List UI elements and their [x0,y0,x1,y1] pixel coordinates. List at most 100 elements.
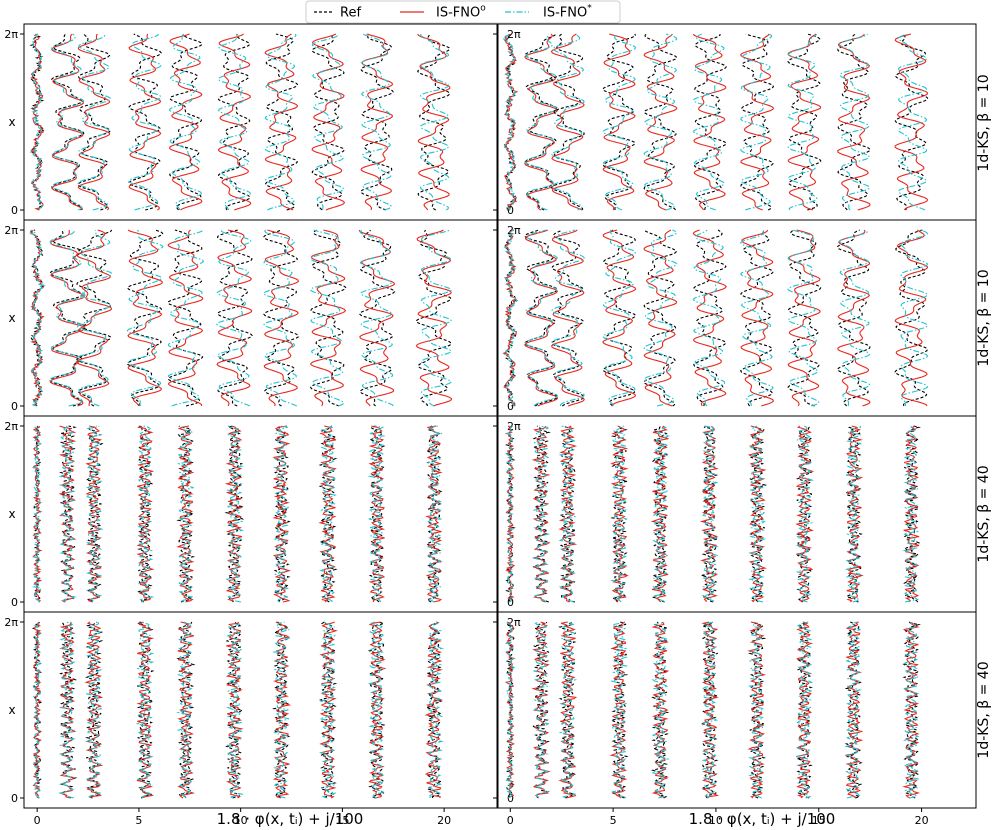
profile-line-is-fno-star [692,33,725,211]
profile-line-ref [747,621,767,799]
row-label-4: 1d-KS, β = 40 [976,661,992,758]
profile-line-is-fno-star [505,425,515,603]
legend-label-ref: Ref [340,6,361,21]
y-tick-label: 2π [4,224,18,237]
profile-line-ref [693,33,727,211]
profile-line-is-fno-o [167,229,204,407]
profile-line-is-fno-o [51,33,85,211]
panel-frame [23,611,499,809]
profile-line-is-fno-star [524,229,559,407]
y-tick-label: 0 [11,400,18,413]
profile-line-is-fno-star [126,229,164,407]
profile-line-is-fno-star [425,425,444,603]
legend: Ref IS-FNOo IS-FNO* [305,0,621,24]
profile-line-is-fno-o [127,229,163,407]
profile-line-is-fno-o [787,33,822,211]
profile-line-ref [894,33,929,211]
profile-line-ref [740,33,775,211]
profile-line-is-fno-star [29,33,44,211]
panel-frame [496,219,977,417]
profile-line-ref [217,229,253,407]
profile-line-is-fno-star [427,621,444,799]
profile-line-is-fno-o [136,425,155,603]
profile-line-ref [894,229,929,407]
profile-line-is-fno-o [558,621,578,799]
x-tick-label: 15 [812,814,826,827]
profile-line-is-fno-star [168,33,203,211]
profile-line-is-fno-star [643,229,678,407]
profile-line-ref [126,229,164,407]
profile-line-is-fno-star [504,621,516,799]
profile-line-ref [128,33,162,211]
profile-line-is-fno-star [787,229,820,407]
profile-line-is-fno-star [58,621,77,799]
y-tick-label: 2π [507,28,521,41]
profile-line-is-fno-o [787,229,821,407]
profile-line-is-fno-star [226,425,245,603]
profile-line-ref [76,229,113,407]
x-tick-label: 5 [610,814,617,827]
profile-line-is-fno-o [902,621,921,799]
profile-line-is-fno-star [838,33,871,211]
legend-label-is-fno-o: IS-FNOo [436,4,486,21]
profile-line-is-fno-star [845,621,863,799]
x-tick-label: 10 [709,814,723,827]
profile-line-is-fno-star [524,33,558,211]
profile-line-is-fno-star [128,33,162,211]
profile-line-is-fno-star [77,33,111,211]
profile-line-is-fno-o [610,425,629,603]
profile-line-is-fno-o [524,229,559,407]
profile-line-is-fno-star [701,425,719,602]
profile-line-is-fno-star [643,33,678,211]
profile-line-ref [424,621,444,799]
profile-line-is-fno-o [837,33,871,211]
y-tick-label: 0 [507,204,514,217]
y-tick-label: 2π [4,420,18,433]
y-tick-label: 0 [507,792,514,805]
profile-line-is-fno-star [177,425,195,603]
profile-line-is-fno-o [602,33,636,211]
panel-r3-c1: 0 2π x [4,415,499,613]
profile-line-is-fno-o [903,425,920,603]
profile-line-ref [844,425,863,603]
profile-line-ref [902,621,921,799]
profile-line-ref [643,229,677,407]
row-label-2: 1d-KS, β = 10 [976,269,992,366]
y-tick-label: 0 [11,792,18,805]
y-axis-label: x [8,703,15,717]
profile-line-is-fno-o [651,621,670,799]
profile-line-is-fno-star [794,621,814,799]
profile-line-is-fno-star [28,229,46,407]
profile-line-is-fno-o [358,229,396,407]
profile-line-is-fno-o [643,33,678,211]
profile-line-ref [272,621,291,799]
profile-line-ref [417,33,451,211]
profile-line-ref [367,425,386,603]
row-labels: 1d-KS, β = 10 1d-KS, β = 10 1d-KS, β = 4… [976,74,992,758]
profile-line-is-fno-star [602,34,637,211]
profile-line-is-fno-o [415,229,452,407]
row-label-1: 1d-KS, β = 10 [976,74,992,171]
profile-line-is-fno-o [30,33,45,211]
profile-line-is-fno-o [319,621,339,799]
profile-line-ref [787,33,822,211]
profile-line-is-fno-star [75,229,113,407]
profile-line-is-fno-star [650,425,671,603]
x-axis-label-left: 1.8 · φ(x, tᵢ) + j/100 [217,810,364,828]
profile-line-is-fno-o [740,229,775,407]
profile-line-is-fno-star [897,33,928,211]
profile-line-ref [263,229,299,407]
profile-line-is-fno-star [740,33,773,211]
profile-line-ref [693,229,727,407]
profile-line-ref [264,33,298,211]
profile-line-is-fno-o [417,33,451,211]
profile-line-ref [602,33,637,211]
profile-line-is-fno-o [216,229,253,407]
profile-line-is-fno-star [319,425,337,603]
profile-line-ref [217,33,251,211]
profile-line-is-fno-star [796,425,815,603]
profile-line-ref [225,621,244,799]
profile-line-is-fno-star [272,621,291,799]
